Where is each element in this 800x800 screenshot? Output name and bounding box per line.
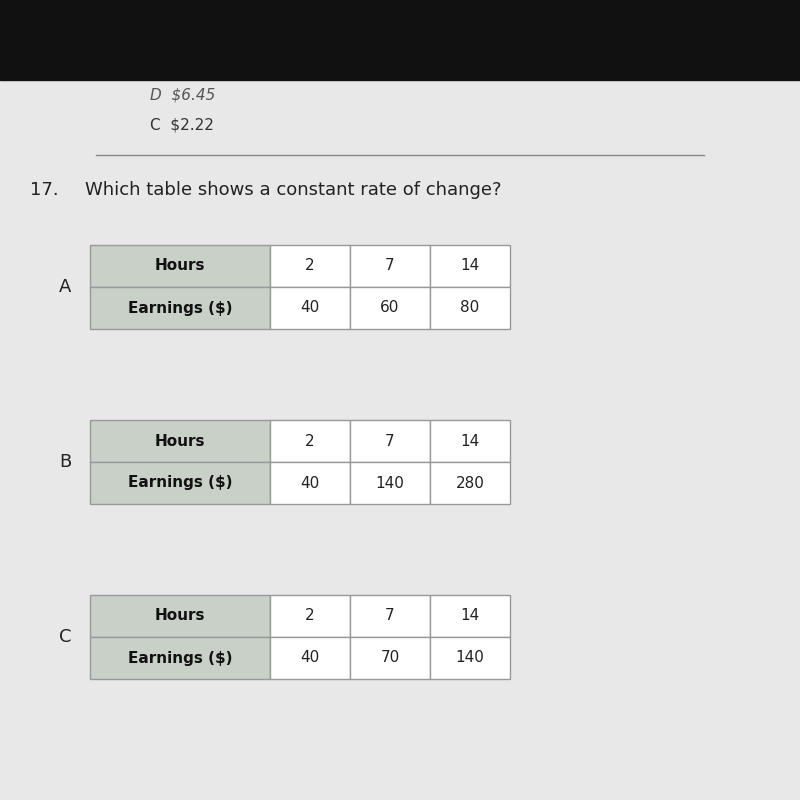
Bar bbox=[350, 287, 430, 329]
Bar bbox=[90, 637, 270, 679]
Text: C  $2.22: C $2.22 bbox=[150, 118, 214, 133]
Bar bbox=[90, 462, 270, 504]
Bar bbox=[430, 287, 510, 329]
Text: Earnings ($): Earnings ($) bbox=[128, 301, 232, 315]
Text: D  $6.45: D $6.45 bbox=[150, 87, 215, 102]
Text: 2: 2 bbox=[305, 434, 315, 449]
Text: 14: 14 bbox=[460, 434, 480, 449]
Text: 2: 2 bbox=[305, 609, 315, 623]
Text: A: A bbox=[59, 278, 71, 296]
Bar bbox=[350, 462, 430, 504]
Bar bbox=[270, 420, 350, 462]
Text: Earnings ($): Earnings ($) bbox=[128, 475, 232, 490]
Bar bbox=[350, 420, 430, 462]
Text: 140: 140 bbox=[455, 650, 485, 666]
Text: 70: 70 bbox=[380, 650, 400, 666]
Bar bbox=[350, 637, 430, 679]
Text: 140: 140 bbox=[375, 475, 405, 490]
Text: 280: 280 bbox=[455, 475, 485, 490]
Bar bbox=[430, 462, 510, 504]
Text: 17.: 17. bbox=[30, 181, 58, 199]
Text: 14: 14 bbox=[460, 258, 480, 274]
Bar bbox=[270, 287, 350, 329]
Text: C: C bbox=[58, 628, 71, 646]
Bar bbox=[90, 245, 270, 287]
Text: B: B bbox=[59, 453, 71, 471]
Text: Earnings ($): Earnings ($) bbox=[128, 650, 232, 666]
Text: 40: 40 bbox=[300, 301, 320, 315]
Bar bbox=[270, 462, 350, 504]
Text: 80: 80 bbox=[460, 301, 480, 315]
Bar bbox=[90, 420, 270, 462]
Text: 40: 40 bbox=[300, 475, 320, 490]
Text: Hours: Hours bbox=[154, 258, 206, 274]
Text: Hours: Hours bbox=[154, 609, 206, 623]
Bar bbox=[90, 287, 270, 329]
Text: 7: 7 bbox=[385, 434, 395, 449]
Text: Hours: Hours bbox=[154, 434, 206, 449]
Bar bbox=[430, 637, 510, 679]
Text: Which table shows a constant rate of change?: Which table shows a constant rate of cha… bbox=[85, 181, 502, 199]
Bar bbox=[270, 245, 350, 287]
Text: 40: 40 bbox=[300, 650, 320, 666]
Text: 14: 14 bbox=[460, 609, 480, 623]
Bar bbox=[270, 637, 350, 679]
Bar bbox=[350, 595, 430, 637]
Bar bbox=[350, 245, 430, 287]
Text: 60: 60 bbox=[380, 301, 400, 315]
Bar bbox=[270, 595, 350, 637]
Bar bbox=[430, 420, 510, 462]
Bar bbox=[0, 0, 800, 80]
Bar bbox=[430, 245, 510, 287]
Text: 7: 7 bbox=[385, 609, 395, 623]
Text: 7: 7 bbox=[385, 258, 395, 274]
Bar bbox=[430, 595, 510, 637]
Bar bbox=[90, 595, 270, 637]
Text: 2: 2 bbox=[305, 258, 315, 274]
